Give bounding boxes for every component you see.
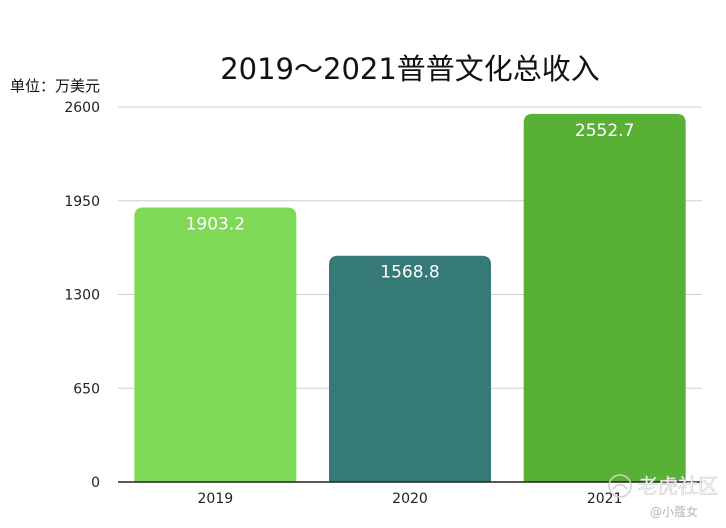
y-tick-label: 2600 — [64, 100, 100, 116]
y-tick-label: 1300 — [64, 288, 100, 304]
x-tick-label: 2020 — [392, 491, 428, 507]
x-tick-labels: 2019 2020 2021 — [198, 491, 623, 507]
data-label-2021: 2552.7 — [575, 121, 634, 141]
bar-2019 — [134, 207, 297, 482]
y-tick-label: 650 — [73, 381, 100, 397]
bars: 1903.2 1568.8 2552.7 — [134, 113, 686, 482]
watermark-text: 老虎社区 — [638, 474, 718, 498]
y-tick-labels: 0 650 1300 1950 2600 — [64, 100, 100, 491]
watermark: 老虎社区 @小蔻女 — [608, 474, 718, 519]
bar-2020 — [329, 255, 491, 482]
chart-title: 2019～2021普普文化总收入 — [220, 52, 600, 86]
x-tick-label: 2019 — [198, 491, 234, 507]
watermark-logo-icon — [608, 474, 632, 498]
unit-label: 单位：万美元 — [10, 77, 100, 95]
watermark-handle: @小蔻女 — [650, 504, 698, 519]
data-label-2019: 1903.2 — [186, 215, 245, 235]
y-tick-label: 0 — [91, 475, 100, 491]
y-tick-label: 1950 — [64, 194, 100, 210]
data-label-2020: 1568.8 — [380, 263, 439, 283]
bar-2021 — [523, 113, 686, 482]
x-tick-label: 2021 — [587, 491, 623, 507]
